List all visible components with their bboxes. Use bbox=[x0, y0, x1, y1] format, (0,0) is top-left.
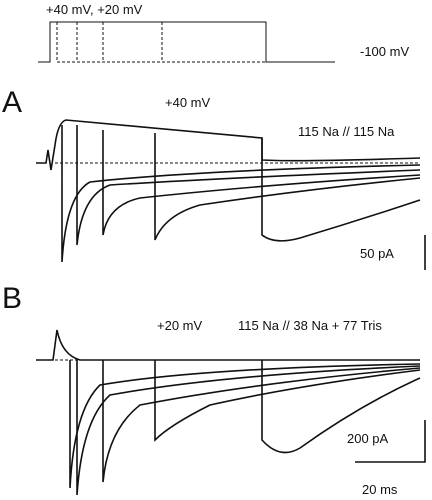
scale-label: 50 pA bbox=[360, 246, 394, 261]
scale-bar bbox=[355, 420, 426, 463]
protocol-trace bbox=[38, 21, 335, 63]
solution-label: 115 Na // 38 Na + 77 Tris bbox=[238, 318, 382, 333]
step-label: +40 mV bbox=[165, 95, 210, 110]
scale-label: 20 ms bbox=[362, 482, 398, 497]
traces-a bbox=[36, 119, 421, 263]
scale-label: 200 pA bbox=[347, 431, 389, 446]
protocol-steps bbox=[56, 22, 266, 63]
panel-letter: B bbox=[2, 282, 22, 315]
traces-b bbox=[36, 329, 421, 496]
protocol-label: +40 mV, +20 mV bbox=[46, 2, 143, 17]
step-label: +20 mV bbox=[157, 318, 202, 333]
panel-letter: A bbox=[2, 86, 22, 119]
solution-label: 115 Na // 115 Na bbox=[298, 124, 395, 139]
hold-label: -100 mV bbox=[360, 44, 409, 59]
